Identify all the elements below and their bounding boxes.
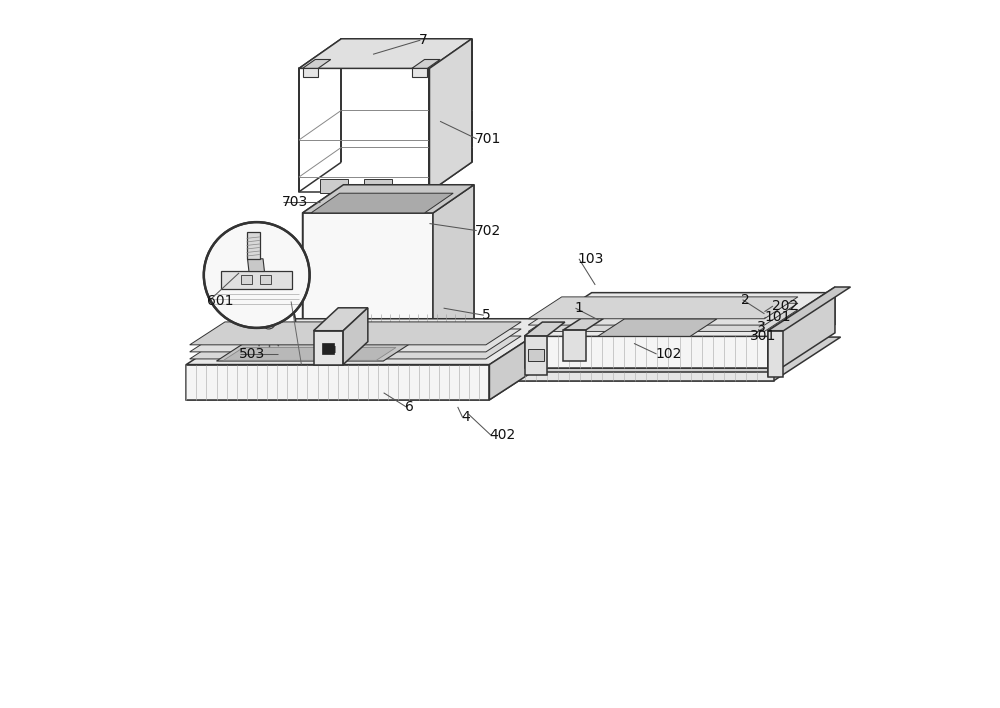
Text: 503: 503: [239, 347, 265, 361]
Text: 601: 601: [207, 294, 234, 308]
Polygon shape: [525, 336, 768, 368]
Polygon shape: [260, 275, 271, 284]
Polygon shape: [241, 275, 252, 284]
Polygon shape: [343, 308, 368, 365]
Polygon shape: [186, 365, 489, 400]
Polygon shape: [217, 343, 411, 361]
Polygon shape: [563, 330, 586, 361]
Polygon shape: [519, 372, 774, 381]
Polygon shape: [299, 69, 429, 192]
Polygon shape: [341, 39, 472, 162]
Circle shape: [262, 316, 275, 329]
Polygon shape: [190, 336, 521, 359]
Polygon shape: [322, 343, 334, 355]
Polygon shape: [221, 271, 292, 289]
Polygon shape: [303, 59, 331, 69]
Text: 1: 1: [574, 301, 583, 315]
Polygon shape: [528, 350, 544, 361]
Polygon shape: [489, 319, 560, 400]
Polygon shape: [528, 303, 798, 325]
Polygon shape: [525, 336, 547, 375]
Polygon shape: [525, 324, 835, 368]
Polygon shape: [247, 232, 260, 259]
Polygon shape: [303, 213, 433, 350]
Polygon shape: [768, 287, 850, 331]
Text: 7: 7: [419, 33, 428, 47]
Polygon shape: [186, 354, 560, 400]
Polygon shape: [190, 322, 521, 345]
Text: 701: 701: [475, 132, 502, 146]
Text: 301: 301: [750, 329, 777, 343]
Text: 402: 402: [489, 428, 516, 442]
Text: 5: 5: [482, 308, 491, 322]
Polygon shape: [412, 59, 440, 69]
Text: 3: 3: [757, 320, 766, 334]
Polygon shape: [364, 178, 392, 193]
Polygon shape: [343, 185, 474, 322]
Polygon shape: [433, 185, 474, 350]
Polygon shape: [299, 39, 472, 69]
Text: 101: 101: [764, 310, 791, 324]
Polygon shape: [186, 319, 560, 365]
Polygon shape: [224, 348, 396, 360]
Polygon shape: [320, 178, 348, 193]
Polygon shape: [519, 337, 841, 381]
Polygon shape: [525, 322, 565, 336]
Text: 702: 702: [475, 224, 502, 238]
Polygon shape: [314, 308, 368, 331]
Polygon shape: [563, 319, 604, 330]
Polygon shape: [528, 297, 798, 319]
Polygon shape: [190, 329, 521, 352]
Text: 703: 703: [281, 195, 308, 210]
Polygon shape: [314, 331, 343, 365]
Polygon shape: [598, 319, 717, 336]
Polygon shape: [528, 309, 798, 331]
Polygon shape: [303, 69, 318, 77]
Circle shape: [204, 222, 310, 328]
Circle shape: [242, 295, 295, 349]
Polygon shape: [248, 259, 264, 271]
Polygon shape: [525, 292, 835, 336]
Text: 4: 4: [461, 411, 470, 425]
Polygon shape: [429, 39, 472, 192]
Polygon shape: [412, 69, 427, 77]
Text: 2: 2: [741, 292, 750, 307]
Polygon shape: [768, 292, 835, 368]
Text: 202: 202: [772, 299, 798, 313]
Polygon shape: [303, 185, 343, 350]
Text: 103: 103: [578, 252, 604, 266]
Text: 6: 6: [405, 400, 414, 414]
Polygon shape: [768, 287, 835, 377]
Polygon shape: [303, 185, 474, 213]
Polygon shape: [768, 331, 783, 377]
Polygon shape: [311, 193, 453, 213]
Text: 102: 102: [655, 347, 682, 361]
